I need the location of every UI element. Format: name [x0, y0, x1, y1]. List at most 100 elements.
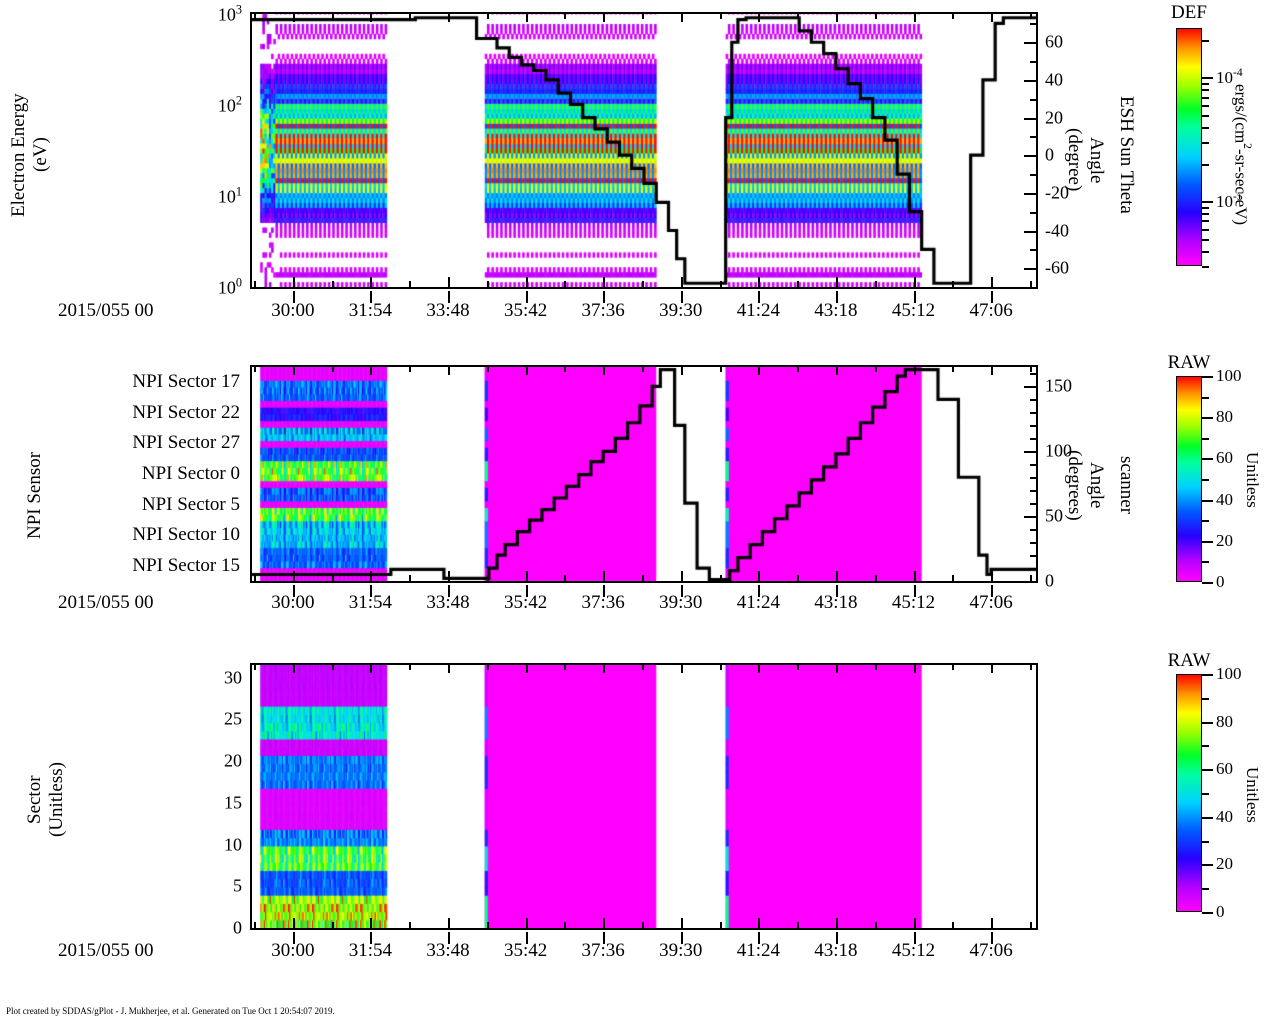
panel1-x-tick-minor-top [874, 12, 877, 19]
panel1-x-tick-major-in [525, 277, 528, 289]
panel2-x-tick-minor-top [331, 365, 334, 372]
panel3-ytick-10: 10 [224, 834, 242, 854]
panel1-cb-tick-minor [1202, 206, 1209, 209]
panel2-cb-label-100: 100 [1216, 366, 1242, 385]
panel2-cb-tick-minor [1202, 520, 1209, 523]
panel3-cb-label-40: 40 [1216, 806, 1233, 826]
panel1-x-label-5: 39:30 [659, 300, 703, 321]
panel3-cb-label-0: 0 [1216, 902, 1225, 921]
panel1-right-axis-label: Angle (degree) [1064, 128, 1107, 192]
panel2-x-tick-minor-top [952, 365, 955, 372]
panel1-rytick-mark [1024, 268, 1037, 271]
panel1-rytick-60: 60 [1045, 31, 1063, 52]
panel1-x-tick-major-in [448, 277, 450, 289]
panel1-x-tick-minor-top [952, 12, 955, 19]
panel2-rytick-minor [1030, 503, 1037, 506]
panel1-x-tick-major-in [680, 277, 683, 289]
panel1-x-tick-major [292, 291, 295, 303]
panel2-x-tick-top [292, 365, 295, 375]
panel3-x-tick-top [370, 663, 373, 673]
panel3-cb-tick [1202, 816, 1213, 819]
panel3-x-tick-minor-top [1029, 663, 1032, 670]
panel3-x-tick-minor-top [564, 663, 567, 670]
panel3-ytick-25: 25 [224, 708, 242, 729]
panel1-cb-tick-minor [1202, 104, 1209, 107]
panel1-rytick--40: -40 [1045, 220, 1069, 241]
panel3-x-label-5: 39:30 [659, 940, 703, 961]
panel1-x-label-4: 37:36 [581, 300, 625, 321]
panel1-x-tick-top [292, 12, 295, 22]
panel1-x-tick-minor [874, 281, 877, 289]
panel3-x-tick-major-in [370, 918, 373, 930]
panel2-x-tick-minor [952, 575, 955, 583]
panel2-x-tick-major [292, 585, 295, 597]
panel2-ytick-3: NPI Sector 0 [141, 463, 240, 484]
panel1-x-tick-minor-top [797, 12, 800, 19]
panel1-x-tick-top [370, 12, 373, 22]
panel1-rytick-minor [1030, 211, 1037, 214]
panel3-x-tick-major-in [913, 918, 916, 930]
panel1-cb-tick-minor [1202, 114, 1209, 117]
panel3-cb-label-60: 60 [1216, 759, 1233, 779]
panel3-plot-area[interactable] [250, 663, 1038, 930]
panel2-x-tick-minor-top [564, 365, 567, 372]
panel2-rytick-minor [1030, 438, 1037, 441]
panel1-y-axis-label: Electron Energy (eV) [8, 93, 51, 217]
panel1-right-series-label: ESH Sun Theta [1116, 96, 1137, 214]
panel2-plot-area[interactable] [250, 365, 1038, 583]
panel1-cb-tick-minor [1202, 201, 1209, 204]
panel3-x-label-9: 47:06 [969, 940, 1013, 961]
panel3-x-tick-major [603, 932, 606, 944]
panel3-colorbar [1176, 674, 1202, 912]
panel2-x-tick-minor [254, 575, 257, 583]
panel2-x-tick-major-in [525, 571, 528, 583]
panel1-x-tick-minor [254, 281, 257, 289]
panel3-x-label-8: 45:12 [891, 940, 936, 961]
panel3-colorbar-title: RAW [1167, 650, 1211, 671]
panel2-x-tick-minor [874, 575, 877, 583]
panel1-rytick-0: 0 [1045, 144, 1054, 165]
panel2-y-axis-label: NPI Sensor [24, 451, 45, 539]
panel1-x-label-1: 31:54 [348, 300, 393, 321]
panel2-rytick-minor [1030, 425, 1037, 428]
panel1-x-tick-major [525, 291, 528, 303]
panel3-x-label-2: 33:48 [426, 940, 470, 961]
panel3-x-tick-minor [564, 922, 567, 930]
panel3-x-tick-minor [331, 922, 334, 930]
panel2-rytick-150: 150 [1045, 375, 1072, 396]
panel3-x-tick-minor [409, 922, 412, 930]
panel1-x-label-3: 35:42 [503, 300, 548, 321]
panel1-x-tick-minor-top [409, 12, 412, 19]
panel2-colorbar-unit: Unitless [1243, 452, 1262, 508]
panel1-cb-tick-minor [1202, 228, 1209, 231]
panel2-cb-label-40: 40 [1216, 489, 1233, 509]
panel2-ytick-1: NPI Sector 22 [132, 401, 240, 423]
panel1-rytick-40: 40 [1045, 69, 1063, 90]
panel2-rytick-minor [1030, 529, 1037, 532]
panel3-x-label-0: 30:00 [271, 940, 315, 961]
panel2-rytick-mark [1024, 451, 1037, 454]
panel2-x-tick-major [913, 585, 916, 597]
panel1-x-tick-major [758, 291, 761, 303]
panel1-rytick-mark [1024, 79, 1037, 82]
panel3-cb-tick [1202, 912, 1213, 914]
panel3-x-tick-minor [1029, 922, 1032, 930]
panel1-ytick-1: 101 [217, 184, 242, 207]
figure-footer: Plot created by SDDAS/gPlot - J. Mukherj… [6, 1006, 335, 1016]
panel1-plot-area[interactable] [250, 12, 1038, 289]
panel2-x-tick-minor [641, 575, 644, 583]
panel3-x-label-3: 35:42 [503, 940, 548, 961]
panel3-x-tick-minor [797, 922, 800, 930]
panel2-ytick-6: NPI Sector 15 [132, 554, 240, 576]
panel2-x-tick-top [603, 365, 606, 375]
panel2-x-tick-minor [486, 575, 489, 583]
panel2-x-tick-major-in [991, 571, 994, 583]
panel2-cb-label-60: 60 [1216, 448, 1233, 468]
panel1-x-tick-major-in [603, 277, 606, 289]
panel1-rytick-mark [1024, 155, 1037, 158]
panel2-rytick-minor [1030, 412, 1037, 415]
panel2-cb-tick [1202, 376, 1213, 378]
panel1-x-tick-top [448, 12, 450, 22]
panel3-y-axis-label: Sector (Unitless) [24, 762, 67, 838]
panel1-ytick-3: 103 [217, 2, 242, 25]
